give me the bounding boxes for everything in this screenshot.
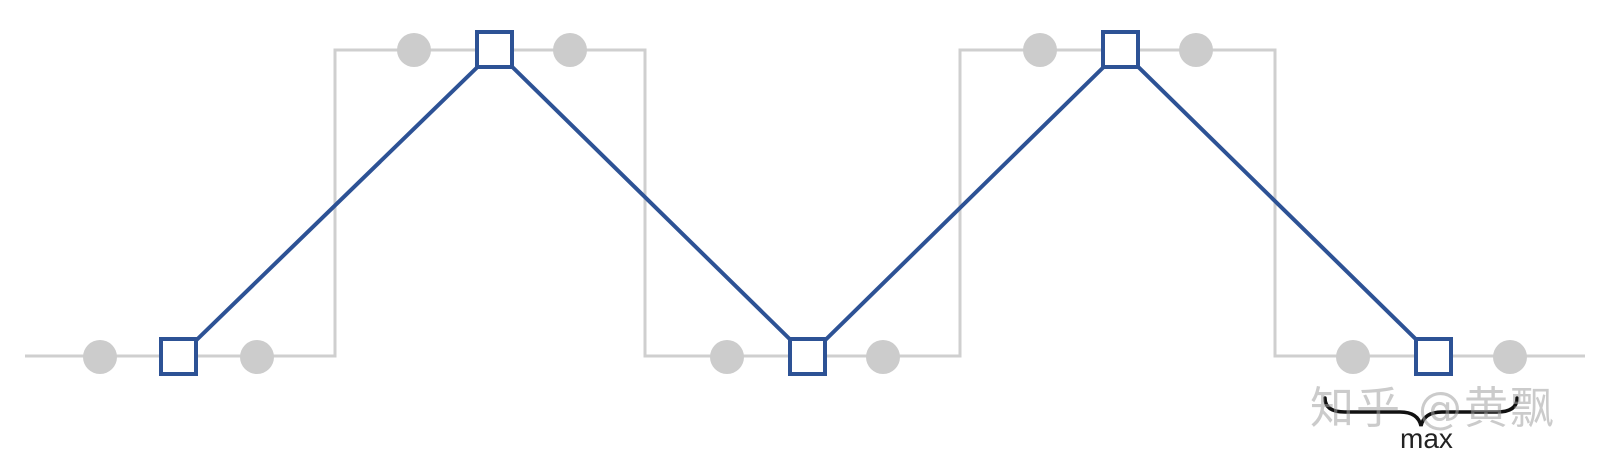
square-marker [159, 337, 198, 376]
square-marker [475, 30, 514, 69]
sample-dot [1023, 33, 1057, 67]
watermark: 知乎 @黄飘 [1310, 383, 1556, 434]
sample-dot [1493, 340, 1527, 374]
square-marker [788, 337, 827, 376]
square-wave-line [25, 48, 1585, 358]
sample-dots [83, 33, 1527, 374]
sample-dot [240, 340, 274, 374]
max-brace [1323, 396, 1519, 427]
sample-dot [1336, 340, 1370, 374]
sample-dot [866, 340, 900, 374]
max-label: max [1400, 423, 1453, 454]
square-marker [1414, 337, 1453, 376]
triangle-wave-line [177, 47, 1436, 360]
sample-dot [83, 340, 117, 374]
sample-dot [397, 33, 431, 67]
square-marker [1101, 30, 1140, 69]
peak-markers [159, 30, 1453, 376]
sample-dot [1179, 33, 1213, 67]
sample-dot [710, 340, 744, 374]
sample-dot [553, 33, 587, 67]
